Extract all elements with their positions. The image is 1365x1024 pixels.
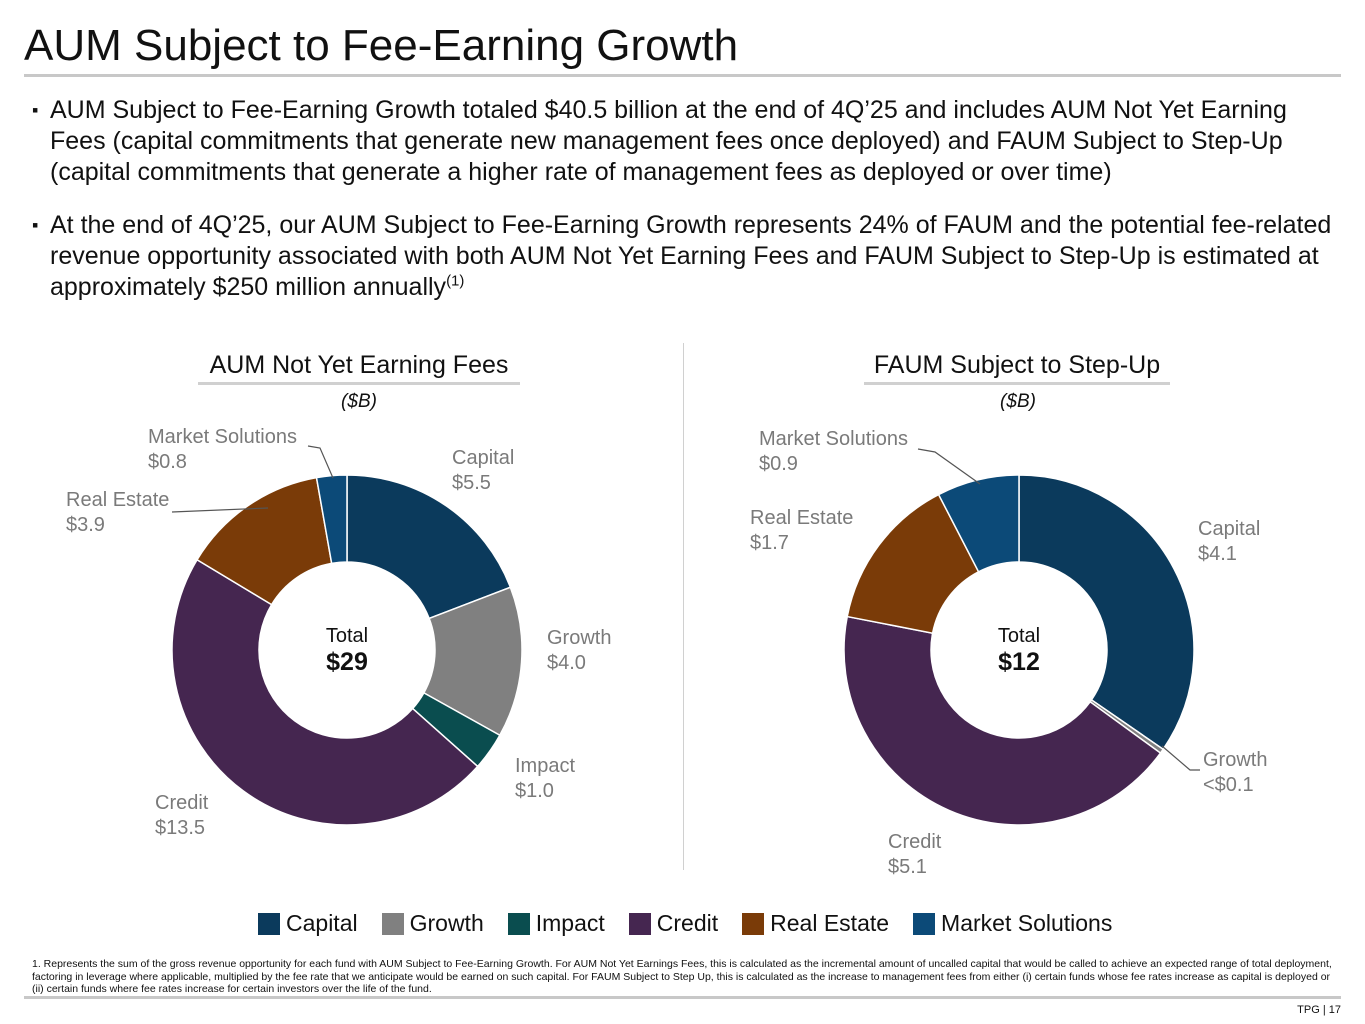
legend-item-market-solutions: Market Solutions (913, 910, 1112, 937)
page-number: TPG | 17 (1297, 1004, 1341, 1016)
slice-label-value-real-estate: $1.7 (750, 532, 789, 554)
legend-swatch-real-estate (742, 912, 765, 935)
slice-label-value-market-solutions: $0.9 (759, 453, 798, 475)
slice-label-value-capital: $4.1 (1198, 543, 1237, 565)
slice-market-solutions (937, 474, 1020, 573)
footnote: 1. Represents the sum of the gross reven… (32, 958, 1332, 995)
chart-1-title: AUM Not Yet Earning Fees (198, 350, 520, 385)
title-divider (24, 74, 1341, 77)
leader-line-real-estate (171, 507, 269, 513)
chart-1-title-text: AUM Not Yet Earning Fees (209, 351, 509, 379)
legend-label: Growth (409, 910, 484, 936)
bullet-marker: ▪ (32, 100, 39, 120)
bullet-2-container: At the end of 4Q’25, our AUM Subject to … (50, 210, 1342, 303)
legend-item-real-estate: Real Estate (742, 910, 889, 937)
slice-label-value-credit: $5.1 (888, 856, 927, 878)
slice-label-name-credit: Credit (155, 792, 209, 814)
legend-label: Capital (286, 910, 358, 936)
leader-line-market-solutions (307, 445, 334, 479)
donut-chart-aum-not-yet-earning: Capital $5.5 Growth $4.0 Impact $1.0 Credit $13… (66, 426, 611, 839)
chart-2-title: FAUM Subject to Step-Up (864, 350, 1170, 385)
donut-chart-faum-step-up: Capital $4.1 Growth <$0.1 Credit $5.1 Real Est… (750, 428, 1267, 878)
chart-divider (683, 343, 684, 870)
slice-label-value-growth: <$0.1 (1203, 774, 1254, 796)
legend-label: Market Solutions (941, 910, 1113, 936)
slice-label-value-capital: $5.5 (452, 472, 491, 494)
slice-label-name-growth: Growth (1203, 749, 1267, 771)
legend-item-impact: Impact (507, 910, 605, 937)
legend-swatch-capital (258, 912, 280, 935)
bullet-2: ▪ At the end of 4Q’25, our AUM Subject t… (32, 210, 1342, 303)
slice-label-value-impact: $1.0 (515, 780, 554, 802)
bullet-2-text: At the end of 4Q’25, our AUM Subject to … (50, 211, 1332, 301)
leader-line-market-solutions (917, 448, 981, 485)
center-total-label: Total (998, 625, 1040, 647)
slice-label-name-real-estate: Real Estate (750, 507, 853, 529)
slice-label-name-market-solutions: Market Solutions (759, 428, 908, 450)
legend-swatch-credit (628, 912, 651, 935)
chart-2-title-underline (864, 382, 1170, 385)
chart-1-title-underline (198, 382, 520, 385)
leader-line-growth (1161, 745, 1200, 771)
slice-capital (346, 474, 512, 620)
slice-label-value-credit: $13.5 (155, 817, 205, 839)
bullet-1: ▪ AUM Subject to Fee-Earning Growth tota… (32, 95, 1342, 188)
slice-label-name-capital: Capital (1198, 518, 1260, 540)
slice-label-name-credit: Credit (888, 831, 942, 853)
chart-2-title-text: FAUM Subject to Step-Up (873, 351, 1161, 379)
slice-market-solutions (315, 474, 348, 565)
legend-swatch-impact (507, 912, 530, 935)
legend-label: Impact (535, 910, 605, 936)
legend-swatch-growth (381, 912, 404, 935)
slice-label-value-growth: $4.0 (547, 652, 586, 674)
slice-label-name-impact: Impact (515, 755, 575, 777)
slice-label-name-capital: Capital (452, 447, 514, 469)
legend-label: Credit (656, 910, 719, 936)
legend: Capital Growth Impact Credit Real Estate… (258, 910, 1136, 937)
legend-item-credit: Credit (628, 910, 719, 937)
footer-divider (24, 996, 1341, 999)
center-total-value: $29 (326, 648, 368, 676)
slice-label-name-growth: Growth (547, 627, 611, 649)
center-total-label: Total (326, 625, 368, 647)
legend-swatch-market-solutions (913, 912, 936, 935)
legend-item-capital: Capital (258, 910, 358, 937)
slice-label-name-real-estate: Real Estate (66, 489, 169, 511)
legend-item-growth: Growth (381, 910, 484, 937)
slice-label-value-real-estate: $3.9 (66, 514, 105, 536)
slice-credit (843, 615, 1162, 826)
page-title: AUM Subject to Fee-Earning Growth (24, 21, 739, 70)
slice-credit (171, 558, 479, 826)
bullet-marker: ▪ (32, 215, 39, 235)
center-total-value: $12 (998, 648, 1040, 676)
slice-label-name-market-solutions: Market Solutions (148, 426, 297, 448)
slice-label-value-market-solutions: $0.8 (148, 451, 187, 473)
slice-capital (1018, 474, 1195, 751)
chart-1-unit: ($B) (341, 391, 377, 412)
footnote-ref: (1) (446, 272, 465, 290)
bullet-1-text: AUM Subject to Fee-Earning Growth totale… (50, 96, 1287, 186)
legend-label: Real Estate (770, 910, 890, 936)
chart-2-unit: ($B) (1000, 391, 1036, 412)
